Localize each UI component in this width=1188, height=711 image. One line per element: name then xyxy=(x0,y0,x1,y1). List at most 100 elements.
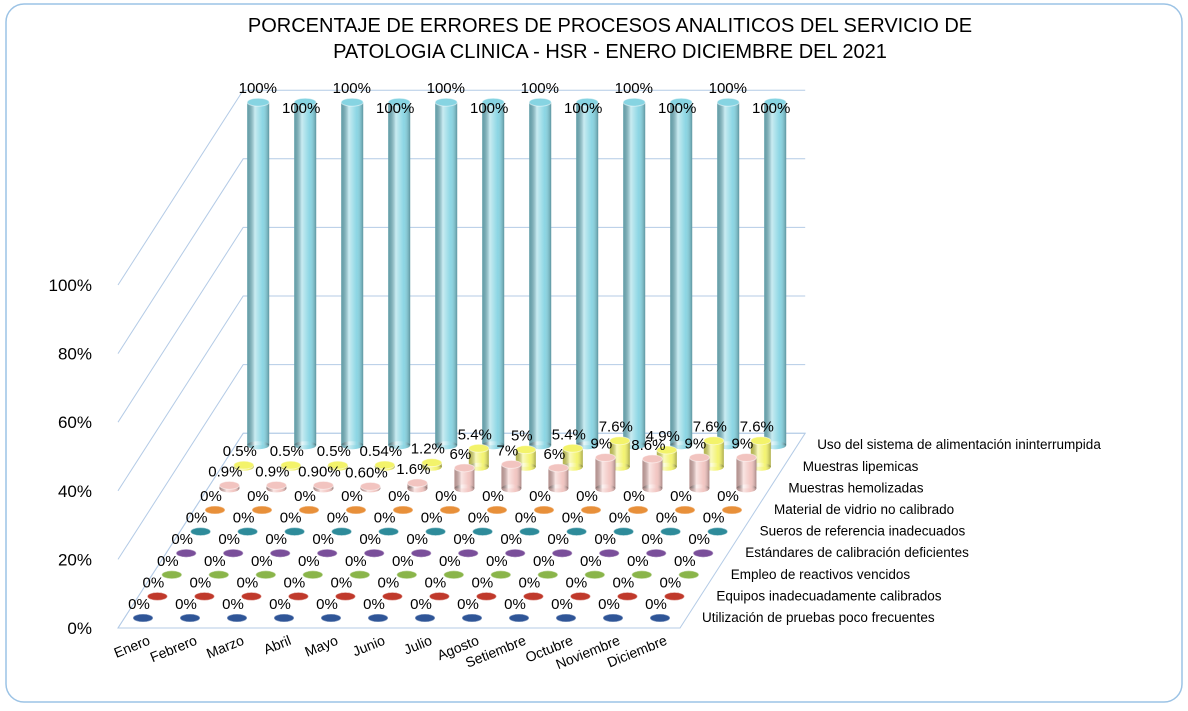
data-label: 0% xyxy=(341,488,363,505)
chart-title: PATOLOGIA CLINICA - HSR - ENERO DICIEMBR… xyxy=(333,41,887,63)
data-label: 0% xyxy=(190,574,212,591)
data-label: 0% xyxy=(425,574,447,591)
cylinder-top xyxy=(609,436,631,446)
data-label: 1.2% xyxy=(411,441,445,458)
data-label: 0% xyxy=(280,510,302,527)
cylinder-top xyxy=(566,527,588,537)
data-label: 0% xyxy=(717,488,739,505)
cylinder-shine xyxy=(717,102,740,446)
chart-title: PORCENTAJE DE ERRORES DE PROCESOS ANALIT… xyxy=(248,15,972,37)
cylinder-top xyxy=(508,613,530,623)
legend-label: Muestras hemolizadas xyxy=(788,480,923,495)
cylinder-shine xyxy=(435,102,458,446)
data-label: 7% xyxy=(497,442,519,459)
cylinder-top xyxy=(293,97,317,107)
data-label: 0% xyxy=(519,574,541,591)
cylinder-top xyxy=(692,548,714,558)
cylinder xyxy=(428,591,450,601)
data-label: 0% xyxy=(482,488,504,505)
cylinder xyxy=(481,97,505,450)
data-label: 7.6% xyxy=(599,419,633,436)
data-label: 0% xyxy=(392,553,414,570)
x-tick-label: Mayo xyxy=(302,632,340,660)
cylinder-top xyxy=(434,97,458,107)
cylinder xyxy=(378,527,400,537)
cylinder-top xyxy=(622,97,646,107)
data-label: 0% xyxy=(247,488,269,505)
cylinder xyxy=(175,548,197,558)
cylinder xyxy=(190,527,212,537)
data-label: 100% xyxy=(564,100,602,117)
cylinder-base-shade xyxy=(454,484,475,493)
cylinder xyxy=(293,97,317,450)
cylinder-top xyxy=(750,436,772,446)
data-label: 0% xyxy=(218,531,240,548)
cylinder-shine xyxy=(595,457,616,489)
cylinder-base-shade xyxy=(642,484,663,493)
grid-line xyxy=(117,432,806,629)
cylinder xyxy=(434,97,458,450)
cylinder-top xyxy=(569,591,591,601)
data-label: 0% xyxy=(345,553,367,570)
cylinder-top xyxy=(410,548,432,558)
data-label: 0% xyxy=(500,531,522,548)
cylinder-top xyxy=(193,591,215,601)
cylinder-shine xyxy=(454,467,475,489)
cylinder-top xyxy=(327,460,349,470)
cylinder-top xyxy=(208,570,230,580)
cylinder xyxy=(490,570,512,580)
cylinder xyxy=(396,570,418,580)
data-label: 0% xyxy=(269,596,291,613)
cylinder xyxy=(678,570,700,580)
cylinder xyxy=(602,613,624,623)
cylinder xyxy=(298,505,320,515)
cylinder-top xyxy=(334,591,356,601)
cylinder xyxy=(161,570,183,580)
cylinder xyxy=(613,527,635,537)
cylinder-top xyxy=(421,458,443,468)
data-label: 0% xyxy=(645,596,667,613)
data-label: 8.6% xyxy=(631,437,665,454)
cylinder xyxy=(663,591,685,601)
data-label: 0% xyxy=(613,574,635,591)
cylinder xyxy=(649,613,671,623)
cylinder-top xyxy=(161,570,183,580)
cylinder-top xyxy=(284,527,306,537)
data-label: 0% xyxy=(200,488,222,505)
cylinder-top xyxy=(627,505,649,515)
cylinder-top xyxy=(656,445,678,455)
cylinder xyxy=(622,97,646,450)
cylinder-top xyxy=(226,613,248,623)
cylinder xyxy=(421,458,443,471)
data-label: 0% xyxy=(504,596,526,613)
cylinder-top xyxy=(443,570,465,580)
cylinder-top xyxy=(265,480,287,490)
cylinder-top xyxy=(475,591,497,601)
data-label: 0% xyxy=(566,574,588,591)
data-label: 100% xyxy=(658,100,696,117)
y-tick-label: 40% xyxy=(58,482,92,501)
data-label: 100% xyxy=(333,80,371,97)
cylinder-top xyxy=(631,570,653,580)
cylinder xyxy=(660,527,682,537)
cylinder-base-shade xyxy=(548,484,569,493)
data-label: 0% xyxy=(312,531,334,548)
data-label: 0% xyxy=(660,574,682,591)
data-label: 1.6% xyxy=(396,461,430,478)
cylinder-shine xyxy=(529,102,552,446)
cylinder-top xyxy=(481,97,505,107)
cylinder xyxy=(320,613,342,623)
cylinder-shine xyxy=(642,458,663,489)
cylinder xyxy=(287,591,309,601)
data-label: 0% xyxy=(186,510,208,527)
cylinder xyxy=(179,613,201,623)
cylinder-top xyxy=(735,453,757,463)
data-label: 7.6% xyxy=(740,419,774,436)
y-tick-label: 100% xyxy=(49,276,92,295)
cylinder xyxy=(204,505,226,515)
cylinder-top xyxy=(175,548,197,558)
cylinder-top xyxy=(392,505,414,515)
data-label: 0% xyxy=(410,596,432,613)
data-label: 0.5% xyxy=(270,443,304,460)
cylinder-top xyxy=(387,97,411,107)
